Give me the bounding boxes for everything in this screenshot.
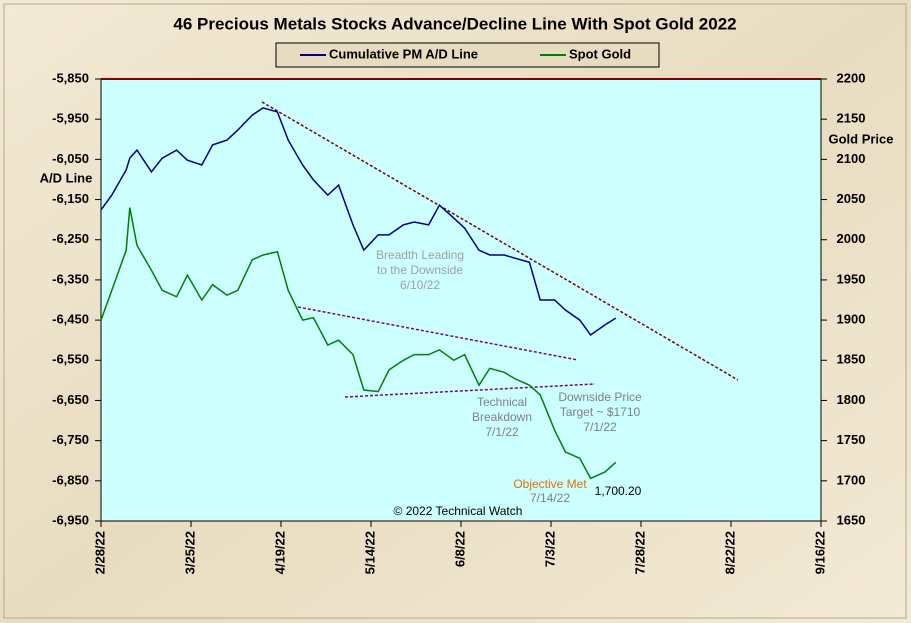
annotation: © 2022 Technical Watch (394, 504, 523, 518)
trend-line (261, 101, 739, 381)
trend-line (344, 383, 596, 398)
y-tick-label: -6,250 (52, 231, 89, 246)
series-line (100, 207, 617, 480)
annotation: Objective Met (513, 477, 587, 491)
annotation: 6/10/22 (400, 278, 440, 292)
y-tick-label: -5,850 (52, 70, 89, 85)
annotation: 1,700.20 (595, 484, 642, 498)
y-tick-label: -6,050 (52, 151, 89, 166)
x-tick-label: 7/28/22 (632, 531, 647, 574)
x-tick-label: 7/3/22 (542, 531, 557, 567)
y-tick-label: -6,750 (52, 432, 89, 447)
y2-tick-label: 1750 (837, 432, 866, 447)
y-tick-label: -6,350 (52, 271, 89, 286)
y-tick-label: -6,650 (52, 392, 89, 407)
y-axis-label: A/D Line (40, 170, 93, 185)
y2-tick-label: 1700 (837, 472, 866, 487)
y2-tick-label: 2150 (837, 111, 866, 126)
y2-axis-label: Gold Price (828, 131, 893, 146)
legend-label: Spot Gold (569, 46, 631, 61)
y2-tick-label: 1850 (837, 352, 866, 367)
plot-area (100, 78, 822, 522)
annotation: Downside Price (558, 390, 642, 404)
y2-tick-label: 1900 (837, 312, 866, 327)
y2-tick-label: 1650 (837, 512, 866, 527)
annotation: Technical (477, 395, 527, 409)
y-tick-label: -6,450 (52, 312, 89, 327)
x-tick-label: 3/25/22 (182, 531, 197, 574)
y2-tick-label: 1800 (837, 392, 866, 407)
x-tick-label: 5/14/22 (362, 531, 377, 574)
y2-tick-label: 2000 (837, 231, 866, 246)
y2-tick-label: 2100 (837, 151, 866, 166)
legend (275, 42, 660, 68)
annotation: Target ~ $1710 (560, 405, 641, 419)
y2-tick-label: 2200 (837, 70, 866, 85)
annotation: Breakdown (472, 410, 532, 424)
x-tick-label: 2/28/22 (92, 531, 107, 574)
y2-tick-label: 1950 (837, 271, 866, 286)
annotation: 7/1/22 (583, 420, 617, 434)
y2-tick-label: 2050 (837, 191, 866, 206)
y-tick-label: -6,850 (52, 472, 89, 487)
x-tick-label: 9/16/22 (812, 531, 827, 574)
series-line (100, 107, 617, 336)
annotation: 7/1/22 (485, 425, 519, 439)
y-tick-label: -6,150 (52, 191, 89, 206)
frame-border (3, 3, 907, 619)
y-tick-label: -6,950 (52, 512, 89, 527)
annotation: Breadth Leading (376, 248, 464, 262)
annotation: 7/14/22 (530, 491, 570, 505)
y-tick-label: -5,950 (52, 111, 89, 126)
x-tick-label: 6/8/22 (452, 531, 467, 567)
annotation: to the Downside (377, 263, 463, 277)
legend-label: Cumulative PM A/D Line (329, 46, 478, 61)
y-tick-label: -6,550 (52, 352, 89, 367)
trend-line (297, 306, 579, 361)
x-tick-label: 8/22/22 (722, 531, 737, 574)
x-tick-label: 4/19/22 (272, 531, 287, 574)
chart-title: 46 Precious Metals Stocks Advance/Declin… (173, 14, 736, 33)
